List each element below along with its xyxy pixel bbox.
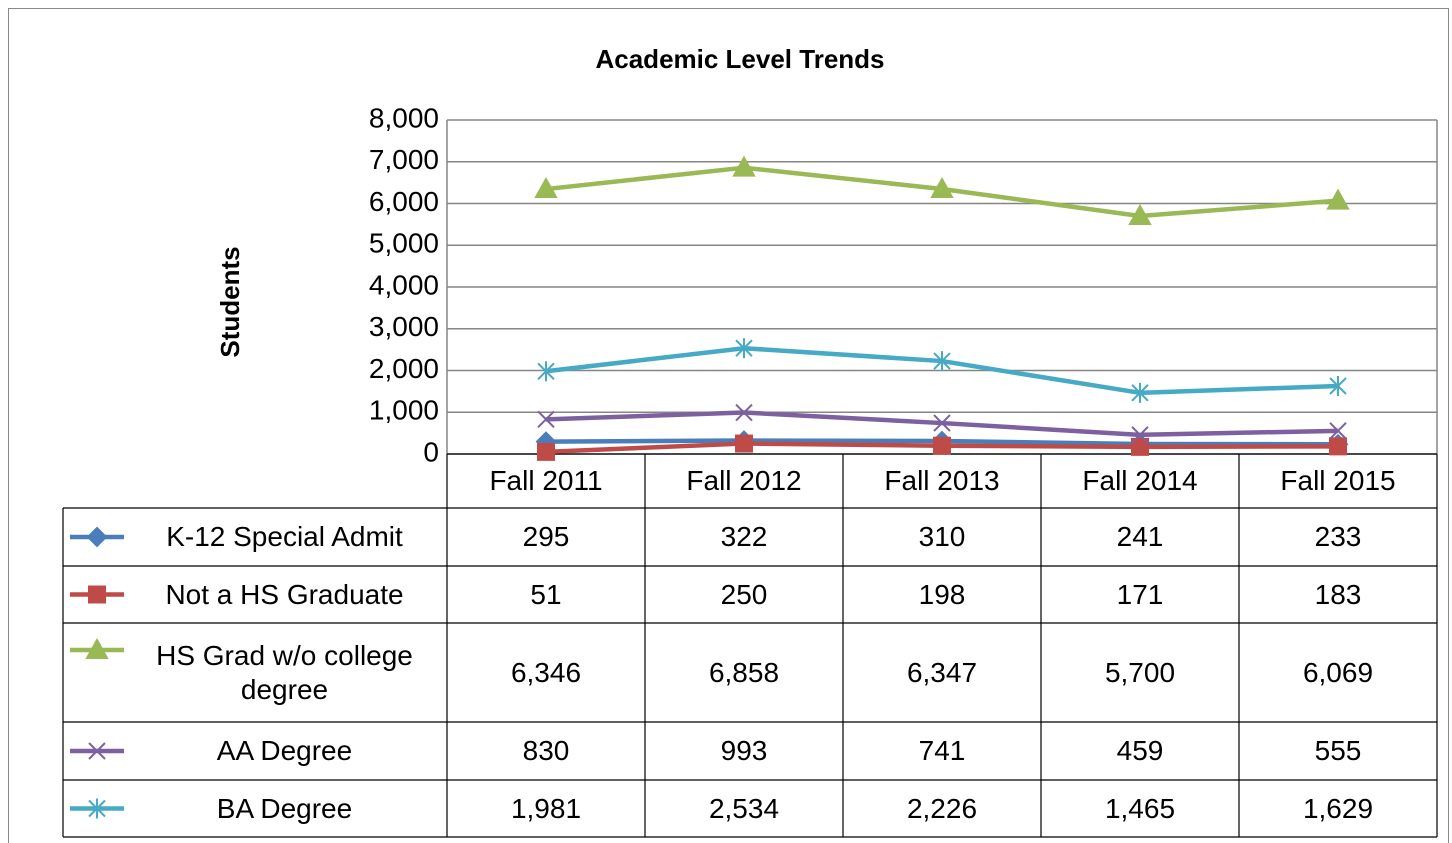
table-value: 295 (522, 521, 570, 552)
x-tick-label: Fall 2014 (1082, 465, 1198, 496)
table-value: 51 (530, 578, 562, 610)
table-value: 1,629 (1302, 792, 1374, 824)
data-point (933, 436, 951, 455)
data-point (534, 176, 558, 199)
table-value: 830 (522, 735, 570, 766)
legend-key-marker (88, 798, 106, 819)
table-value: 993 (720, 735, 768, 766)
y-tick-label: 0 (423, 436, 439, 467)
data-point (735, 434, 753, 453)
legend-label: Not a HS Graduate (165, 578, 404, 610)
table-value: 198 (918, 578, 966, 610)
table-value: 6,346 (510, 656, 582, 688)
table-value: 6,069 (1302, 656, 1374, 688)
table-value: 2,534 (708, 792, 780, 824)
table-value: 171 (1116, 578, 1164, 610)
table-value: 310 (918, 521, 966, 552)
data-point (1128, 203, 1152, 226)
y-tick-label: 7,000 (369, 144, 439, 175)
data-point (933, 414, 951, 432)
data-point (537, 410, 555, 429)
data-point (735, 403, 753, 422)
y-tick-label: 3,000 (369, 311, 439, 342)
table-value: 1,465 (1104, 792, 1176, 824)
legend-label: K-12 Special Admit (166, 521, 403, 552)
y-tick-label: 6,000 (369, 186, 439, 217)
table-value: 5,700 (1104, 656, 1176, 688)
table-value: 250 (720, 578, 768, 610)
data-point (1329, 437, 1347, 456)
table-value: 2,226 (906, 792, 978, 824)
x-tick-label: Fall 2011 (489, 465, 603, 496)
data-point (735, 338, 753, 359)
legend-key-marker (88, 742, 106, 760)
data-point (933, 351, 951, 372)
y-tick-label: 2,000 (369, 353, 439, 384)
data-point (537, 361, 555, 382)
y-tick-label: 8,000 (369, 102, 439, 133)
data-point (930, 176, 954, 199)
y-tick-label: 4,000 (369, 269, 439, 300)
table-value: 459 (1116, 735, 1164, 766)
table-value: 1,981 (510, 792, 582, 824)
x-tick-label: Fall 2013 (884, 465, 1000, 496)
legend-key-marker (85, 637, 109, 659)
table-value: 233 (1314, 521, 1362, 552)
legend-label: AA Degree (216, 735, 353, 766)
x-tick-label: Fall 2015 (1280, 465, 1396, 496)
legend-key-marker (86, 526, 108, 548)
table-value: 6,347 (906, 656, 978, 688)
y-tick-label: 1,000 (369, 395, 439, 426)
data-point (1326, 188, 1350, 210)
legend-label: BA Degree (216, 792, 353, 824)
data-point (537, 442, 555, 461)
y-axis-label: Students (215, 246, 245, 357)
data-point (1329, 375, 1347, 396)
data-point (732, 155, 756, 177)
data-point (1329, 422, 1347, 440)
data-point (1131, 426, 1149, 444)
legend-label: HS Grad w/o college degree (156, 639, 413, 705)
table-value: 322 (720, 521, 768, 552)
chart-border (8, 8, 1449, 843)
table-value: 241 (1116, 521, 1164, 552)
legend-key-marker (88, 585, 106, 604)
table-value: 741 (918, 735, 966, 766)
table-value: 555 (1314, 735, 1362, 766)
x-tick-label: Fall 2012 (686, 465, 802, 496)
chart-title: Academic Level Trends (595, 44, 884, 74)
data-point (1131, 382, 1149, 403)
table-value: 183 (1314, 578, 1362, 610)
data-point (1131, 437, 1149, 456)
table-value: 6,858 (708, 656, 780, 688)
y-tick-label: 5,000 (369, 228, 439, 259)
